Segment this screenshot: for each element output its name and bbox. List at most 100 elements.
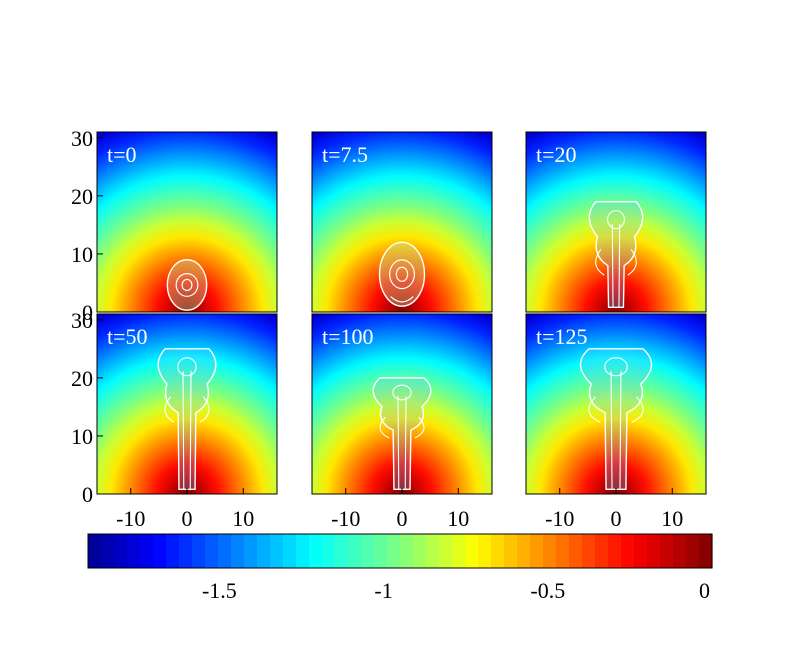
colorbar-band xyxy=(491,534,505,568)
contour-line xyxy=(397,396,407,490)
colorbar-frame xyxy=(87,533,713,569)
panel-frame xyxy=(525,131,707,313)
contour-line xyxy=(588,200,644,309)
y-tick-label: 10 xyxy=(71,242,93,267)
y-tick-label: 0 xyxy=(82,300,93,325)
colorbar-band xyxy=(88,534,102,568)
colorbar-band xyxy=(205,534,219,568)
y-tick-label: 30 xyxy=(71,126,93,151)
contour-line xyxy=(181,278,193,292)
panel-label: t=125 xyxy=(536,324,588,349)
plume-contours xyxy=(157,348,217,491)
colorbar-band xyxy=(218,534,232,568)
colorbar-band xyxy=(374,534,388,568)
y-tick-label: 10 xyxy=(71,424,93,449)
x-tick-label: -10 xyxy=(545,506,574,531)
colorbar: -1.5 -1 -0.5 0 xyxy=(87,533,713,603)
colorbar-band xyxy=(387,534,401,568)
plume-contours xyxy=(588,200,644,309)
contour-line xyxy=(610,371,622,490)
colorbar-band xyxy=(595,534,609,568)
colorbar-band xyxy=(465,534,479,568)
colorbar-band xyxy=(673,534,687,568)
colorbar-band xyxy=(452,534,466,568)
contour-line xyxy=(166,259,208,311)
panel-4: t=50 0 10 20 30 -10 0 10 xyxy=(71,308,278,531)
contour-line xyxy=(164,396,210,423)
colorbar-band xyxy=(478,534,492,568)
colorbar-band xyxy=(192,534,206,568)
colorbar-band xyxy=(153,534,167,568)
contour-line xyxy=(588,396,644,423)
contour-line xyxy=(182,371,192,490)
panel-label: t=100 xyxy=(322,324,374,349)
colorbar-band xyxy=(257,534,271,568)
x-tick-label: -10 xyxy=(116,506,145,531)
colorbar-band xyxy=(127,534,141,568)
colorbar-band xyxy=(296,534,310,568)
plume-contours xyxy=(166,259,208,311)
x-tick-label: -10 xyxy=(331,506,360,531)
x-tick-label: 10 xyxy=(447,506,469,531)
plume-contours xyxy=(378,241,426,307)
heatmap-field xyxy=(526,132,706,312)
x-tick-label: 0 xyxy=(611,506,622,531)
colorbar-band xyxy=(543,534,557,568)
colorbar-band xyxy=(686,534,700,568)
panel-5: t=100 -10 0 10 xyxy=(311,313,493,531)
colorbar-band xyxy=(400,534,414,568)
panel-1: t=0 0 10 20 30 xyxy=(71,126,278,325)
colorbar-band xyxy=(166,534,180,568)
contour-line xyxy=(579,348,653,491)
colorbar-band xyxy=(335,534,349,568)
y-tick-label: 30 xyxy=(71,308,93,333)
plume-contours xyxy=(579,348,653,491)
colorbar-band xyxy=(660,534,674,568)
colorbar-band xyxy=(283,534,297,568)
colorbar-band xyxy=(426,534,440,568)
heatmap-field xyxy=(97,314,277,494)
heatmap-field xyxy=(312,132,492,312)
x-tick-label: 0 xyxy=(397,506,408,531)
colorbar-band xyxy=(608,534,622,568)
contour-line xyxy=(392,384,412,401)
panel-label: t=50 xyxy=(107,324,148,349)
contour-line xyxy=(372,377,432,491)
colorbar-band xyxy=(270,534,284,568)
contour-line xyxy=(611,224,621,308)
colorbar-band xyxy=(179,534,193,568)
colorbar-band xyxy=(530,534,544,568)
contour-line xyxy=(378,241,426,307)
x-tick-label: 0 xyxy=(182,506,193,531)
contour-line xyxy=(395,266,409,282)
colorbar-band xyxy=(231,534,245,568)
colorbar-band xyxy=(140,534,154,568)
colorbar-band xyxy=(621,534,635,568)
panel-frame xyxy=(311,131,493,313)
panel-label: t=20 xyxy=(536,142,577,167)
y-tick-label: 20 xyxy=(71,366,93,391)
heatmap-field xyxy=(312,314,492,494)
contour-line xyxy=(157,348,217,491)
colorbar-band xyxy=(244,534,258,568)
colorbar-band xyxy=(101,534,115,568)
panel-label: t=0 xyxy=(107,142,137,167)
y-tick-label: 20 xyxy=(71,184,93,209)
contour-line xyxy=(607,210,625,230)
colorbar-tick-label: -0.5 xyxy=(530,578,565,603)
panel-label: t=7.5 xyxy=(322,142,368,167)
colorbar-band xyxy=(647,534,661,568)
x-tick-label: 10 xyxy=(661,506,683,531)
heatmap-field xyxy=(526,314,706,494)
panel-6: t=125 -10 0 10 xyxy=(525,313,707,531)
contour-line xyxy=(389,259,415,290)
colorbar-band xyxy=(556,534,570,568)
colorbar-band xyxy=(634,534,648,568)
colorbar-tick-label: 0 xyxy=(699,578,710,603)
colorbar-band xyxy=(517,534,531,568)
contour-line xyxy=(177,357,197,377)
colorbar-band xyxy=(699,534,713,568)
colorbar-tick-label: -1.5 xyxy=(202,578,237,603)
